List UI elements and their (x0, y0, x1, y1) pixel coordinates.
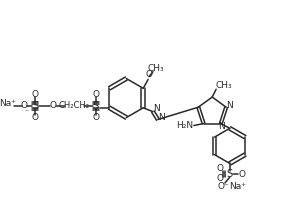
Text: O: O (32, 90, 39, 99)
Text: O: O (145, 70, 153, 79)
Text: Na⁺: Na⁺ (229, 182, 246, 191)
Text: N: N (226, 101, 232, 110)
Text: N: N (158, 113, 165, 122)
Text: O: O (217, 164, 224, 173)
Text: O: O (21, 101, 28, 110)
Text: S: S (93, 101, 99, 111)
Text: O: O (92, 90, 99, 99)
Text: CH₃: CH₃ (216, 81, 232, 90)
Text: Na⁺: Na⁺ (0, 99, 16, 108)
Text: N: N (218, 122, 225, 131)
Text: O: O (238, 170, 245, 179)
Text: S: S (227, 169, 233, 179)
Text: N: N (154, 104, 160, 113)
Text: O⁻: O⁻ (217, 182, 229, 191)
Text: S: S (32, 101, 38, 111)
Text: CH₂CH₂: CH₂CH₂ (59, 101, 90, 110)
Text: ⁻: ⁻ (25, 107, 28, 116)
Text: O: O (32, 113, 39, 122)
Text: O: O (217, 174, 224, 183)
Text: O: O (92, 113, 99, 122)
Text: CH₃: CH₃ (148, 64, 164, 73)
Text: O: O (49, 101, 56, 110)
Text: H₂N: H₂N (177, 121, 194, 130)
